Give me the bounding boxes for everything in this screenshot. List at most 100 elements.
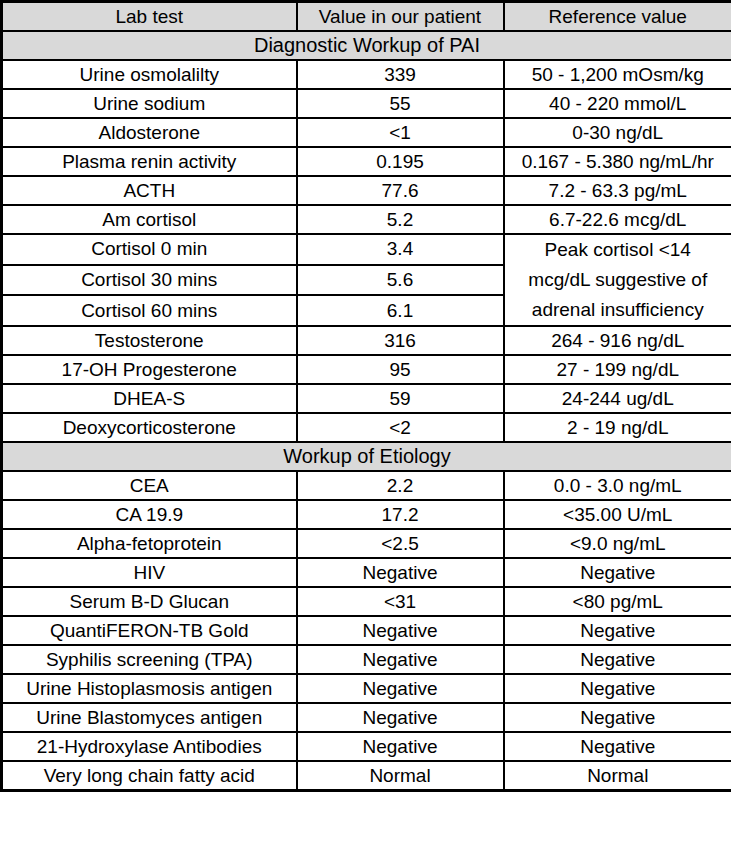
patient-value-cell: <2.5 [297, 529, 504, 558]
table-row: Urine osmolalilty 339 50 - 1,200 mOsm/kg [2, 60, 731, 89]
column-header-reference-value: Reference value [504, 2, 731, 32]
lab-test-cell: QuantiFERON-TB Gold [2, 616, 297, 645]
lab-test-cell: Testosterone [2, 326, 297, 355]
reference-value-cell: Negative [504, 645, 731, 674]
table-row: QuantiFERON-TB Gold Negative Negative [2, 616, 731, 645]
column-header-lab-test: Lab test [2, 2, 297, 32]
patient-value-cell: Negative [297, 558, 504, 587]
patient-value-cell: 3.4 [297, 234, 504, 265]
table-row: Testosterone 316 264 - 916 ng/dL [2, 326, 731, 355]
patient-value-cell: Negative [297, 703, 504, 732]
reference-value-cell: Negative [504, 703, 731, 732]
lab-results-table: Lab test Value in our patient Reference … [0, 0, 731, 792]
lab-test-cell: Urine osmolalilty [2, 60, 297, 89]
patient-value-cell: 339 [297, 60, 504, 89]
lab-test-cell: Cortisol 0 min [2, 234, 297, 265]
table-row: Alpha-fetoprotein <2.5 <9.0 ng/mL [2, 529, 731, 558]
patient-value-cell: <31 [297, 587, 504, 616]
table-row: Plasma renin activity 0.195 0.167 - 5.38… [2, 147, 731, 176]
lab-test-cell: CA 19.9 [2, 500, 297, 529]
lab-test-cell: 21-Hydroxylase Antibodies [2, 732, 297, 761]
reference-value-cell: Negative [504, 674, 731, 703]
table-row: Serum B-D Glucan <31 <80 pg/mL [2, 587, 731, 616]
patient-value-cell: Negative [297, 732, 504, 761]
reference-value-cell: 24-244 ug/dL [504, 384, 731, 413]
patient-value-cell: Negative [297, 674, 504, 703]
table-row: Very long chain fatty acid Normal Normal [2, 761, 731, 791]
reference-value-cell: 0.0 - 3.0 ng/mL [504, 471, 731, 500]
reference-value-cell: Negative [504, 732, 731, 761]
reference-value-cell: 6.7-22.6 mcg/dL [504, 205, 731, 234]
patient-value-cell: 316 [297, 326, 504, 355]
table-row: CEA 2.2 0.0 - 3.0 ng/mL [2, 471, 731, 500]
lab-test-cell: Cortisol 60 mins [2, 295, 297, 326]
table-row: CA 19.9 17.2 <35.00 U/mL [2, 500, 731, 529]
table-header-row: Lab test Value in our patient Reference … [2, 2, 731, 32]
patient-value-cell: 17.2 [297, 500, 504, 529]
reference-value-cell: 7.2 - 63.3 pg/mL [504, 176, 731, 205]
reference-value-cell: 0.167 - 5.380 ng/mL/hr [504, 147, 731, 176]
reference-value-cell: 264 - 916 ng/dL [504, 326, 731, 355]
table-row: DHEA-S 59 24-244 ug/dL [2, 384, 731, 413]
table-row: Am cortisol 5.2 6.7-22.6 mcg/dL [2, 205, 731, 234]
lab-test-cell: Plasma renin activity [2, 147, 297, 176]
lab-test-cell: Urine Histoplasmosis antigen [2, 674, 297, 703]
reference-value-cell: 40 - 220 mmol/L [504, 89, 731, 118]
patient-value-cell: 2.2 [297, 471, 504, 500]
table-row: Deoxycorticosterone <2 2 - 19 ng/dL [2, 413, 731, 442]
lab-test-cell: Very long chain fatty acid [2, 761, 297, 791]
reference-value-cell: Normal [504, 761, 731, 791]
table-row: Syphilis screening (TPA) Negative Negati… [2, 645, 731, 674]
patient-value-cell: Normal [297, 761, 504, 791]
column-header-patient-value: Value in our patient [297, 2, 504, 32]
section-header-workup-etiology: Workup of Etiology [2, 442, 731, 471]
patient-value-cell: Negative [297, 616, 504, 645]
table-row: Urine Blastomyces antigen Negative Negat… [2, 703, 731, 732]
table-row: Urine sodium 55 40 - 220 mmol/L [2, 89, 731, 118]
lab-test-cell: DHEA-S [2, 384, 297, 413]
patient-value-cell: <1 [297, 118, 504, 147]
lab-test-cell: Urine Blastomyces antigen [2, 703, 297, 732]
patient-value-cell: 6.1 [297, 295, 504, 326]
patient-value-cell: <2 [297, 413, 504, 442]
lab-test-cell: Alpha-fetoprotein [2, 529, 297, 558]
reference-value-cell: 2 - 19 ng/dL [504, 413, 731, 442]
table-row: 17-OH Progesterone 95 27 - 199 ng/dL [2, 355, 731, 384]
patient-value-cell: 59 [297, 384, 504, 413]
section-title: Workup of Etiology [2, 442, 731, 471]
reference-value-cell: <9.0 ng/mL [504, 529, 731, 558]
reference-value-cell: 50 - 1,200 mOsm/kg [504, 60, 731, 89]
reference-value-cell: 27 - 199 ng/dL [504, 355, 731, 384]
lab-test-cell: Am cortisol [2, 205, 297, 234]
patient-value-cell: 77.6 [297, 176, 504, 205]
patient-value-cell: 55 [297, 89, 504, 118]
table-row: 21-Hydroxylase Antibodies Negative Negat… [2, 732, 731, 761]
reference-value-cell: Negative [504, 616, 731, 645]
reference-value-cell: Negative [504, 558, 731, 587]
lab-test-cell: Deoxycorticosterone [2, 413, 297, 442]
section-header-diagnostic-workup: Diagnostic Workup of PAI [2, 31, 731, 60]
lab-test-cell: 17-OH Progesterone [2, 355, 297, 384]
lab-test-cell: ACTH [2, 176, 297, 205]
lab-test-cell: HIV [2, 558, 297, 587]
lab-test-cell: Cortisol 30 mins [2, 265, 297, 296]
lab-test-cell: Aldosterone [2, 118, 297, 147]
table-row: ACTH 77.6 7.2 - 63.3 pg/mL [2, 176, 731, 205]
table-row: Urine Histoplasmosis antigen Negative Ne… [2, 674, 731, 703]
lab-test-cell: CEA [2, 471, 297, 500]
reference-value-cell-merged: Peak cortisol <14 mcg/dL suggestive of a… [504, 234, 731, 326]
section-title: Diagnostic Workup of PAI [2, 31, 731, 60]
reference-value-cell: <80 pg/mL [504, 587, 731, 616]
table-row: Cortisol 0 min 3.4 Peak cortisol <14 mcg… [2, 234, 731, 265]
lab-test-cell: Urine sodium [2, 89, 297, 118]
patient-value-cell: 5.6 [297, 265, 504, 296]
patient-value-cell: 5.2 [297, 205, 504, 234]
table-row: HIV Negative Negative [2, 558, 731, 587]
lab-test-cell: Syphilis screening (TPA) [2, 645, 297, 674]
patient-value-cell: 95 [297, 355, 504, 384]
table-row: Aldosterone <1 0-30 ng/dL [2, 118, 731, 147]
lab-test-cell: Serum B-D Glucan [2, 587, 297, 616]
patient-value-cell: Negative [297, 645, 504, 674]
patient-value-cell: 0.195 [297, 147, 504, 176]
reference-value-cell: <35.00 U/mL [504, 500, 731, 529]
